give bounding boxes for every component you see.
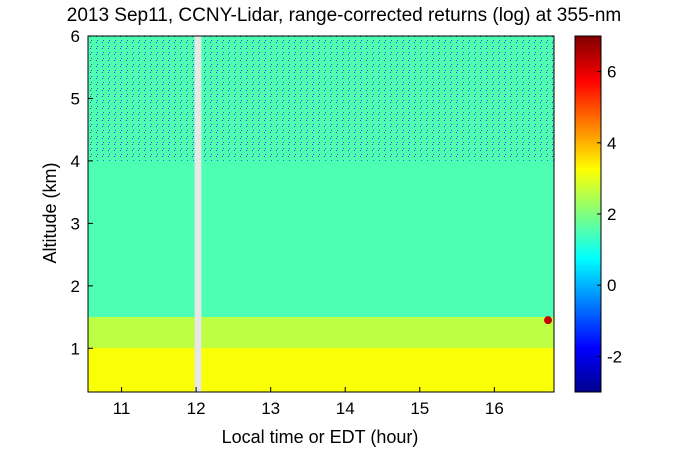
colorbar: -2 0 2 4 6	[574, 35, 622, 393]
colorbar-tick-label: 6	[607, 63, 616, 82]
y-tick-label: 6	[71, 27, 80, 46]
x-tick-label: 16	[485, 399, 504, 418]
y-tick-label: 4	[71, 152, 80, 171]
upper-noise	[88, 36, 554, 161]
x-tick-label: 15	[410, 399, 429, 418]
x-tick-label: 12	[187, 399, 206, 418]
colorbar-tick-label: 0	[607, 276, 616, 295]
x-axis-label: Local time or EDT (hour)	[222, 427, 419, 447]
cloud-feature	[544, 316, 553, 325]
x-axis-ticks: 11 12 13 14 15 16	[113, 387, 504, 418]
colorbar-tick-label: 2	[607, 205, 616, 224]
data-gap	[194, 36, 202, 392]
chart-title: 2013 Sep11, CCNY-Lidar, range-corrected …	[67, 5, 621, 26]
colorbar-gradient	[575, 36, 601, 392]
y-tick-label: 5	[71, 89, 80, 108]
y-tick-label: 2	[71, 277, 80, 296]
y-tick-label: 3	[71, 214, 80, 233]
x-tick-label: 11	[113, 399, 131, 418]
x-tick-label: 13	[261, 399, 280, 418]
x-tick-label: 14	[336, 399, 355, 418]
y-axis-label: Altitude (km)	[40, 162, 60, 263]
y-axis-ticks: 1 2 3 4 5 6	[71, 27, 93, 358]
plot-area	[87, 35, 555, 393]
plot-frame	[87, 35, 555, 393]
colorbar-tick-label: 4	[607, 134, 616, 153]
y-tick-label: 1	[71, 339, 80, 358]
colorbar-tick-label: -2	[607, 347, 622, 366]
